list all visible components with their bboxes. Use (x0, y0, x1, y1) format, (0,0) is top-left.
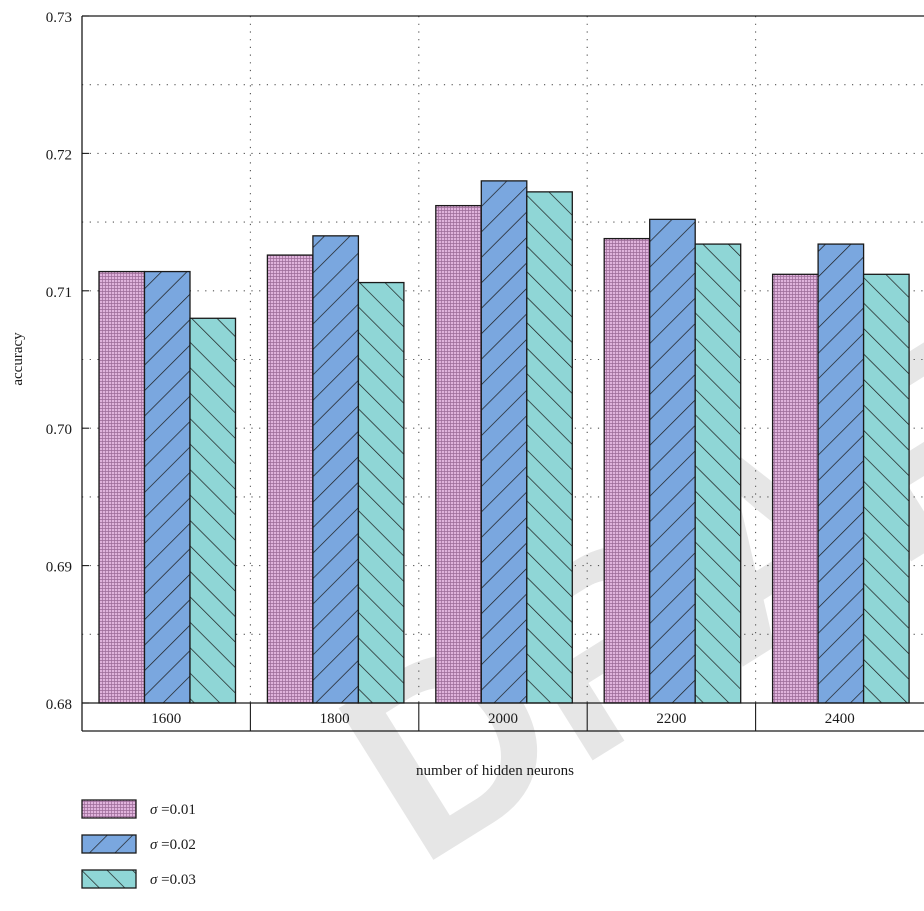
x-tick-label: 1600 (151, 711, 181, 727)
y-tick-label: 0.72 (46, 147, 72, 163)
bar-1800-series-1 (266, 254, 314, 704)
bar-2400-series-1 (771, 273, 819, 704)
bar-2400-series-2 (817, 243, 865, 704)
legend-label-series-1: σ =0.01 (150, 802, 196, 818)
tick-labels: 0.68 0.69 0.70 0.71 0.72 0.73 1600 1800 2000 2200… (46, 10, 855, 727)
axes (81, 15, 924, 732)
bar-1600-series-2 (143, 270, 191, 704)
x-axis-label: number of hidden neurons (416, 763, 574, 779)
y-axis-label: accuracy (10, 332, 26, 386)
bar-2400-series-3 (862, 273, 910, 704)
legend-label-series-3: σ =0.03 (150, 872, 196, 888)
y-tick-label: 0.70 (46, 422, 72, 438)
bar-2200-series-2 (649, 218, 696, 704)
x-tick-label: 2400 (825, 711, 855, 727)
bar-2200-series-1 (603, 237, 651, 704)
bar-2000-series-3 (526, 191, 573, 704)
y-tick-label: 0.68 (46, 697, 72, 713)
y-tick-label: 0.69 (46, 560, 72, 576)
bar-1600-series-3 (189, 317, 237, 704)
bar-1800-series-3 (357, 281, 405, 704)
bar-2200-series-3 (694, 243, 742, 704)
bar-1800-series-2 (312, 235, 360, 704)
legend-swatch-series-1 (81, 799, 137, 819)
legend-label-series-2: σ =0.02 (150, 837, 196, 853)
bar-1600-series-1 (98, 270, 146, 704)
bar-2000-series-2 (480, 180, 528, 704)
legend-swatch-series-3 (81, 869, 137, 889)
y-tick-label: 0.73 (46, 10, 72, 26)
y-tick-label: 0.71 (46, 285, 72, 301)
bar-2000-series-1 (435, 204, 482, 704)
legend: σ =0.01 σ =0.02 σ =0.03 (81, 799, 196, 889)
bars (98, 180, 910, 704)
x-tick-label: 1800 (320, 711, 350, 727)
x-tick-label: 2200 (656, 711, 686, 727)
x-tick-label: 2000 (488, 711, 518, 727)
legend-swatch-series-2 (81, 834, 137, 854)
